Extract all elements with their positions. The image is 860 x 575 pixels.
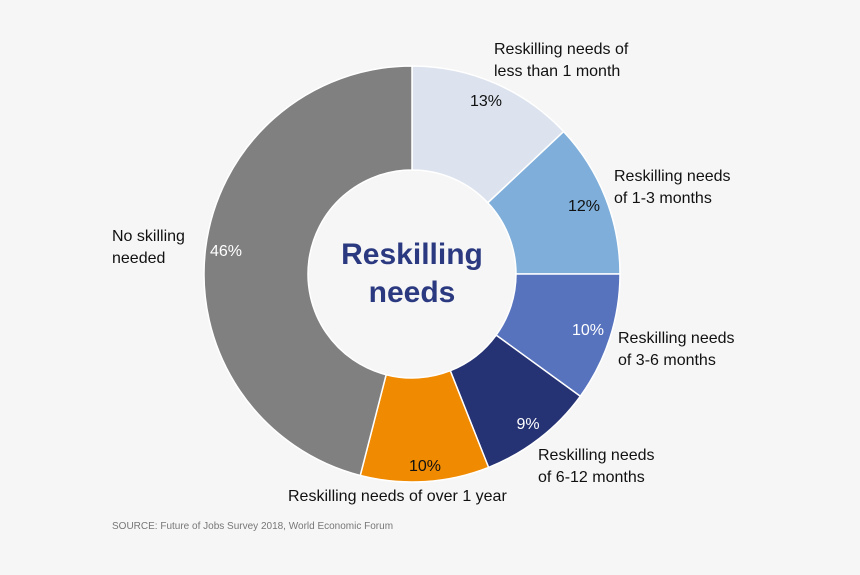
center-label: Reskilling needs — [341, 238, 483, 309]
category-label-over-1-year: Reskilling needs of over 1 year — [288, 488, 507, 505]
data-label-no-skilling: 46% — [209, 243, 243, 260]
data-label-3-6-months: 10% — [571, 322, 605, 339]
category-label-6-12-months: Reskilling needs of 6-12 months — [538, 447, 655, 486]
category-label-3-6-months: Reskilling needs of 3-6 months — [618, 330, 735, 369]
data-label-over-1-year: 10% — [408, 458, 442, 475]
data-label-1-3-months: 12% — [567, 198, 601, 215]
data-label-6-12-months: 9% — [516, 416, 540, 433]
source-note: SOURCE: Future of Jobs Survey 2018, Worl… — [112, 521, 394, 532]
donut-slice-0 — [411, 65, 565, 204]
category-label-no-skilling: No skilling needed — [112, 228, 185, 267]
category-label-less-than-1-month: Reskilling needs of less than 1 month — [494, 41, 629, 80]
category-label-1-3-months: Reskilling needs of 1-3 months — [614, 168, 731, 207]
data-label-less-than-1-month: 13% — [469, 93, 503, 110]
donut-slice-5 — [203, 65, 413, 477]
